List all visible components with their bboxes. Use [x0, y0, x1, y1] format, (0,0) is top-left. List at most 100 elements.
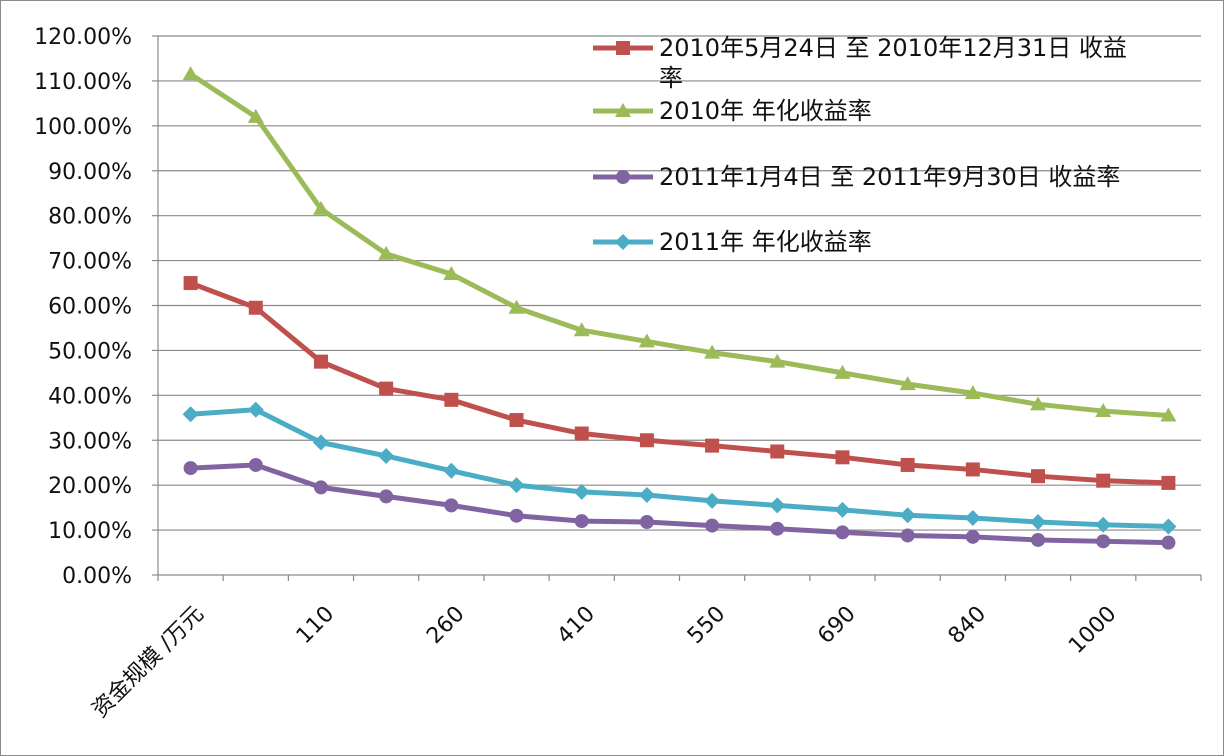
axis-layer: 0.00% 10.00% 20.00% 30.00% 40.00% 50.00% 60.00… — [34, 25, 1202, 723]
legend-item-1: 2010年5月24日 至 2010年12月31日 收益率 — [593, 34, 1127, 92]
series-line — [188, 71, 1171, 419]
data-point — [1095, 516, 1112, 533]
data-point — [182, 406, 199, 423]
data-point — [443, 266, 460, 281]
data-point — [444, 392, 459, 407]
data-point — [834, 501, 851, 518]
data-point — [638, 487, 655, 504]
data-point — [1161, 475, 1176, 490]
data-point — [574, 426, 589, 441]
x-tick-label: 690 — [813, 602, 860, 649]
y-tick-label: 10.00% — [48, 519, 132, 544]
data-point — [769, 353, 786, 368]
data-point — [378, 447, 395, 464]
data-point — [639, 514, 654, 529]
data-point — [1161, 535, 1176, 550]
legend-label: 2010年5月24日 至 2010年12月31日 收益率 — [659, 34, 1127, 92]
x-tick-label: 410 — [553, 602, 600, 649]
data-point — [769, 497, 786, 514]
data-point — [704, 344, 721, 359]
data-point — [247, 108, 264, 123]
data-point — [379, 489, 394, 504]
grid-layer — [158, 35, 1201, 576]
y-tick-label: 20.00% — [48, 474, 132, 499]
data-point — [248, 457, 263, 472]
data-point — [508, 299, 525, 314]
data-point — [965, 529, 980, 544]
data-point — [1095, 403, 1112, 418]
legend-label-line: 率 — [659, 64, 683, 92]
data-point — [615, 103, 631, 117]
y-tick-label: 30.00% — [48, 429, 132, 454]
y-tick-label: 90.00% — [48, 160, 132, 185]
data-point — [378, 245, 395, 260]
data-point — [899, 376, 916, 391]
data-point — [965, 462, 980, 477]
series-line — [188, 407, 1171, 529]
legend-label: 2011年 年化收益率 — [659, 228, 872, 256]
data-point — [1031, 532, 1046, 547]
legend-label: 2011年1月4日 至 2011年9月30日 收益率 — [659, 163, 1120, 191]
x-tick-label: 840 — [944, 602, 991, 649]
data-point — [835, 525, 850, 540]
data-point — [443, 462, 460, 479]
data-point — [509, 508, 524, 523]
data-point — [509, 413, 524, 428]
data-point — [1096, 473, 1111, 488]
series-line — [188, 280, 1171, 486]
data-point — [616, 170, 630, 184]
data-point — [248, 300, 263, 315]
y-tick-label: 110.00% — [34, 70, 132, 95]
series-4 — [182, 401, 1177, 535]
series-layer — [182, 66, 1177, 550]
legend-item-4: 2011年 年化收益率 — [593, 228, 872, 256]
x-tick-label: 550 — [683, 602, 730, 649]
y-tick-label: 120.00% — [34, 25, 132, 50]
x-tick-label: 资金规模 /万元 — [88, 602, 209, 723]
y-tick-label: 100.00% — [34, 115, 132, 140]
data-point — [573, 483, 590, 500]
x-tick-label: 110 — [292, 602, 339, 649]
legend-item-3: 2011年1月4日 至 2011年9月30日 收益率 — [593, 163, 1120, 191]
data-point — [705, 518, 720, 533]
data-point — [834, 364, 851, 379]
data-point — [835, 450, 850, 465]
y-tick-label: 60.00% — [48, 295, 132, 320]
data-point — [964, 509, 981, 526]
y-tick-label: 50.00% — [48, 339, 132, 364]
y-tick-label: 80.00% — [48, 205, 132, 230]
data-point — [616, 41, 630, 55]
data-point — [1160, 518, 1177, 535]
data-point — [183, 276, 198, 291]
data-point — [1031, 469, 1046, 484]
data-point — [312, 200, 329, 215]
data-point — [379, 381, 394, 396]
data-point — [770, 444, 785, 459]
data-point — [1096, 534, 1111, 549]
data-point — [1030, 513, 1047, 530]
data-point — [964, 385, 981, 400]
data-point — [615, 234, 631, 250]
data-point — [313, 480, 328, 495]
data-point — [313, 354, 328, 369]
data-point — [247, 401, 264, 418]
legend-item-2: 2010年 年化收益率 — [593, 97, 872, 125]
y-tick-label: 70.00% — [48, 250, 132, 275]
x-tick-label: 260 — [422, 602, 469, 649]
series-line — [188, 462, 1171, 546]
data-point — [444, 498, 459, 513]
data-point — [508, 477, 525, 494]
data-point — [705, 438, 720, 453]
data-point — [574, 514, 589, 529]
y-tick-label: 0.00% — [62, 564, 132, 589]
data-point — [1030, 396, 1047, 411]
data-point — [312, 434, 329, 451]
data-point — [639, 433, 654, 448]
data-point — [1160, 407, 1177, 422]
series-1 — [183, 276, 1176, 490]
legend: 2010年5月24日 至 2010年12月31日 收益率 2010年 年化收益率 2… — [593, 34, 1127, 256]
data-point — [704, 492, 721, 509]
data-point — [900, 528, 915, 543]
